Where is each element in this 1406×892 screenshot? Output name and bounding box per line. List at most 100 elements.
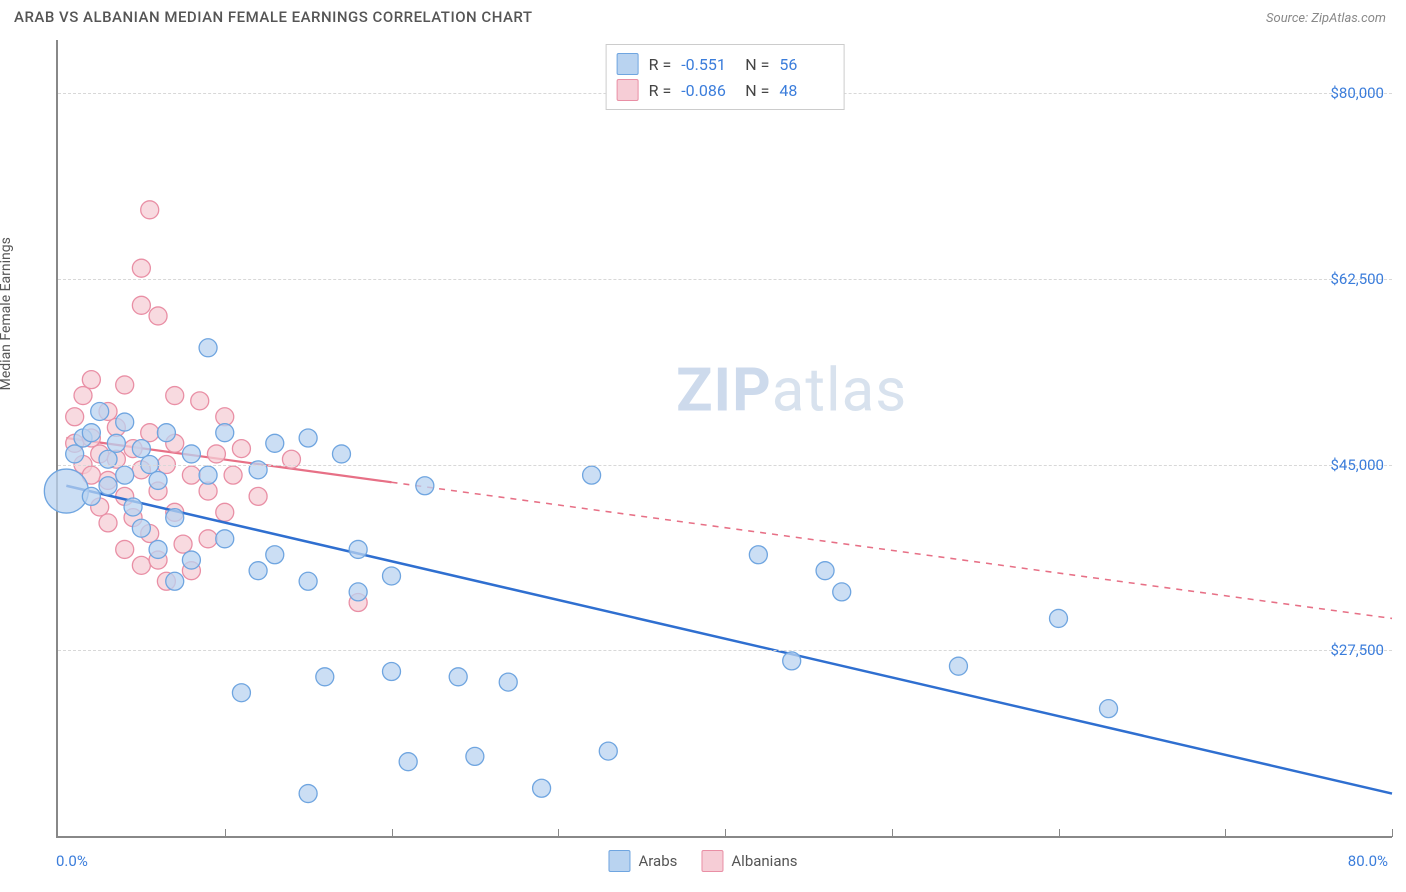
data-point-arabs — [749, 546, 767, 564]
data-point-albanians — [182, 466, 200, 484]
x-tick — [725, 829, 726, 837]
data-point-arabs — [499, 673, 517, 691]
data-point-arabs — [266, 546, 284, 564]
legend-item-arabs: Arabs — [608, 850, 677, 872]
data-point-albanians — [99, 514, 117, 532]
plot-area: ZIPatlas $27,500$45,000$62,500$80,000R =… — [56, 40, 1392, 838]
data-point-albanians — [141, 201, 159, 219]
data-point-arabs — [99, 477, 117, 495]
data-point-arabs — [783, 652, 801, 670]
data-point-arabs — [1100, 700, 1118, 718]
data-point-arabs — [149, 471, 167, 489]
data-point-arabs — [399, 753, 417, 771]
chart-title: ARAB VS ALBANIAN MEDIAN FEMALE EARNINGS … — [14, 8, 533, 26]
r-value: -0.086 — [681, 81, 735, 100]
r-value: -0.551 — [681, 55, 735, 74]
data-point-arabs — [349, 540, 367, 558]
legend-swatch-albanians — [701, 850, 723, 872]
data-point-arabs — [332, 445, 350, 463]
data-point-albanians — [232, 440, 250, 458]
data-point-albanians — [166, 387, 184, 405]
source-attribution: Source: ZipAtlas.com — [1266, 11, 1386, 26]
trend-line-arabs — [66, 486, 1392, 794]
stats-legend: R =-0.551N =56R =-0.086N =48 — [606, 44, 845, 110]
data-point-arabs — [82, 424, 100, 442]
data-point-albanians — [132, 259, 150, 277]
stats-swatch — [617, 53, 639, 75]
data-point-albanians — [132, 556, 150, 574]
stats-row-arabs: R = -0.551 N = 56 — [617, 51, 834, 77]
gridline — [58, 279, 1392, 280]
x-tick — [225, 829, 226, 837]
data-point-arabs — [466, 747, 484, 765]
y-tick-label: $62,500 — [1330, 270, 1384, 288]
data-point-arabs — [416, 477, 434, 495]
data-point-albanians — [224, 466, 242, 484]
data-point-arabs — [583, 466, 601, 484]
data-point-arabs — [449, 668, 467, 686]
data-point-arabs — [383, 567, 401, 585]
data-point-arabs — [316, 668, 334, 686]
x-tick — [1059, 829, 1060, 837]
data-point-albanians — [149, 307, 167, 325]
x-tick — [1392, 829, 1393, 837]
legend-swatch-arabs — [608, 850, 630, 872]
data-point-albanians — [249, 487, 267, 505]
data-point-arabs — [299, 429, 317, 447]
data-point-arabs — [132, 519, 150, 537]
gridline — [58, 465, 1392, 466]
n-label: N = — [745, 55, 769, 74]
data-point-albanians — [199, 530, 217, 548]
data-point-arabs — [833, 583, 851, 601]
legend-label-arabs: Arabs — [638, 852, 677, 870]
data-point-arabs — [349, 583, 367, 601]
data-point-arabs — [383, 662, 401, 680]
data-point-albanians — [116, 376, 134, 394]
data-point-arabs — [533, 779, 551, 797]
data-point-arabs — [107, 434, 125, 452]
y-axis-label: Median Female Earnings — [0, 237, 14, 390]
x-axis-min-label: 0.0% — [56, 852, 88, 870]
r-label: R = — [649, 55, 672, 74]
n-value: 56 — [779, 55, 833, 74]
y-tick-label: $45,000 — [1330, 456, 1384, 474]
data-point-arabs — [266, 434, 284, 452]
gridline — [58, 650, 1392, 651]
data-point-arabs — [1050, 609, 1068, 627]
data-point-albanians — [216, 503, 234, 521]
legend-item-albanians: Albanians — [701, 850, 797, 872]
data-point-arabs — [157, 424, 175, 442]
data-point-arabs — [166, 572, 184, 590]
n-label: N = — [745, 81, 769, 100]
data-point-arabs — [82, 487, 100, 505]
y-tick-label: $27,500 — [1330, 641, 1384, 659]
data-point-arabs — [182, 445, 200, 463]
data-point-albanians — [132, 296, 150, 314]
data-point-arabs — [182, 551, 200, 569]
data-point-albanians — [66, 408, 84, 426]
data-point-arabs — [44, 469, 88, 513]
data-point-arabs — [249, 461, 267, 479]
data-point-arabs — [91, 402, 109, 420]
data-point-arabs — [149, 540, 167, 558]
data-point-arabs — [199, 466, 217, 484]
data-point-albanians — [191, 392, 209, 410]
data-point-arabs — [599, 742, 617, 760]
data-point-albanians — [174, 535, 192, 553]
data-point-arabs — [199, 339, 217, 357]
legend-label-albanians: Albanians — [731, 852, 797, 870]
data-point-arabs — [299, 572, 317, 590]
data-point-arabs — [299, 785, 317, 803]
data-point-albanians — [141, 424, 159, 442]
series-legend: Arabs Albanians — [608, 850, 797, 872]
data-point-arabs — [166, 509, 184, 527]
data-point-arabs — [132, 440, 150, 458]
data-point-arabs — [116, 413, 134, 431]
data-point-arabs — [949, 657, 967, 675]
data-point-albanians — [116, 540, 134, 558]
chart-container: Median Female Earnings ZIPatlas $27,500$… — [14, 40, 1392, 878]
data-point-albanians — [74, 387, 92, 405]
r-label: R = — [649, 81, 672, 100]
stats-row-albanians: R =-0.086N =48 — [617, 77, 834, 103]
data-point-arabs — [249, 562, 267, 580]
